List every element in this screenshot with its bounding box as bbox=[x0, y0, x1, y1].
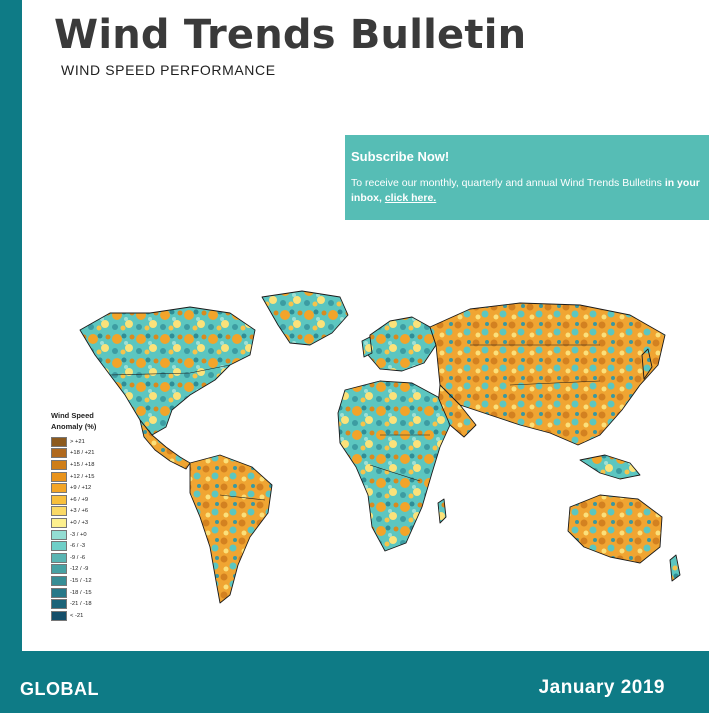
legend-label: -3 / +0 bbox=[70, 531, 87, 538]
legend-item: +9 / +12 bbox=[51, 482, 111, 494]
legend-item: -12 / -9 bbox=[51, 564, 111, 576]
page-title: Wind Trends Bulletin bbox=[54, 12, 527, 58]
map-legend: Wind Speed Anomaly (%) > +21 +18 / +21 +15… bbox=[51, 410, 111, 622]
legend-label: +12 / +15 bbox=[70, 473, 95, 480]
legend-swatch bbox=[51, 575, 67, 586]
legend-item: -21 / -18 bbox=[51, 598, 111, 610]
footer-bar: GLOBAL January 2019 bbox=[0, 651, 709, 713]
legend-item: +3 / +6 bbox=[51, 506, 111, 518]
subscribe-box: Subscribe Now! To receive our monthly, q… bbox=[345, 135, 709, 220]
legend-swatch bbox=[51, 471, 67, 482]
legend-label: -18 / -15 bbox=[70, 589, 92, 596]
legend-label: +0 / +3 bbox=[70, 519, 89, 526]
legend-swatch bbox=[51, 448, 67, 459]
legend-swatch bbox=[51, 483, 67, 494]
legend-swatch bbox=[51, 587, 67, 598]
footer-region: GLOBAL bbox=[20, 679, 99, 699]
legend-swatch bbox=[51, 517, 67, 528]
legend-swatch bbox=[51, 610, 67, 621]
legend-swatch bbox=[51, 541, 67, 552]
legend-label: -9 / -6 bbox=[70, 554, 86, 561]
legend-item: -15 / -12 bbox=[51, 575, 111, 587]
footer-date: January 2019 bbox=[538, 677, 665, 698]
legend-title: Wind Speed Anomaly (%) bbox=[51, 410, 111, 432]
page-subtitle: WIND SPEED PERFORMANCE bbox=[61, 62, 276, 78]
legend-swatch bbox=[51, 494, 67, 505]
legend-label: +9 / +12 bbox=[70, 485, 92, 492]
legend-swatch bbox=[51, 436, 67, 447]
legend-label: +18 / +21 bbox=[70, 450, 95, 457]
subscribe-heading: Subscribe Now! bbox=[351, 149, 450, 164]
legend-label: -12 / -9 bbox=[70, 566, 89, 573]
legend-item: +18 / +21 bbox=[51, 448, 111, 460]
legend-label: +3 / +6 bbox=[70, 508, 89, 515]
left-color-rail bbox=[0, 0, 22, 713]
legend-item: +0 / +3 bbox=[51, 517, 111, 529]
legend-item: -18 / -15 bbox=[51, 587, 111, 599]
legend-title-line2: Anomaly (%) bbox=[51, 422, 97, 431]
legend-label: +15 / +18 bbox=[70, 461, 95, 468]
subscribe-text-plain: To receive our monthly, quarterly and an… bbox=[351, 177, 662, 189]
legend-label: -6 / -3 bbox=[70, 543, 86, 550]
legend-item: -9 / -6 bbox=[51, 552, 111, 564]
legend-rows: > +21 +18 / +21 +15 / +18 +12 / +15 +9 / +12… bbox=[51, 436, 111, 622]
legend-swatch bbox=[51, 552, 67, 563]
legend-title-line1: Wind Speed bbox=[51, 411, 94, 420]
legend-item: -3 / +0 bbox=[51, 529, 111, 541]
legend-label: > +21 bbox=[70, 438, 85, 445]
legend-item: +6 / +9 bbox=[51, 494, 111, 506]
legend-swatch bbox=[51, 599, 67, 610]
legend-item: -6 / -3 bbox=[51, 540, 111, 552]
legend-item: < -21 bbox=[51, 610, 111, 622]
world-wind-anomaly-map bbox=[79, 290, 681, 604]
legend-label: +6 / +9 bbox=[70, 496, 89, 503]
legend-item: +15 / +18 bbox=[51, 459, 111, 471]
subscribe-text: To receive our monthly, quarterly and an… bbox=[351, 176, 703, 206]
legend-swatch bbox=[51, 529, 67, 540]
legend-swatch bbox=[51, 564, 67, 575]
legend-label: -15 / -12 bbox=[70, 577, 92, 584]
legend-label: < -21 bbox=[70, 612, 84, 619]
legend-item: > +21 bbox=[51, 436, 111, 448]
subscribe-link[interactable]: click here. bbox=[384, 192, 437, 204]
legend-item: +12 / +15 bbox=[51, 471, 111, 483]
legend-swatch bbox=[51, 459, 67, 470]
subscribe-text-bold: in your inbox, bbox=[351, 177, 700, 204]
legend-label: -21 / -18 bbox=[70, 601, 92, 608]
legend-swatch bbox=[51, 506, 67, 517]
